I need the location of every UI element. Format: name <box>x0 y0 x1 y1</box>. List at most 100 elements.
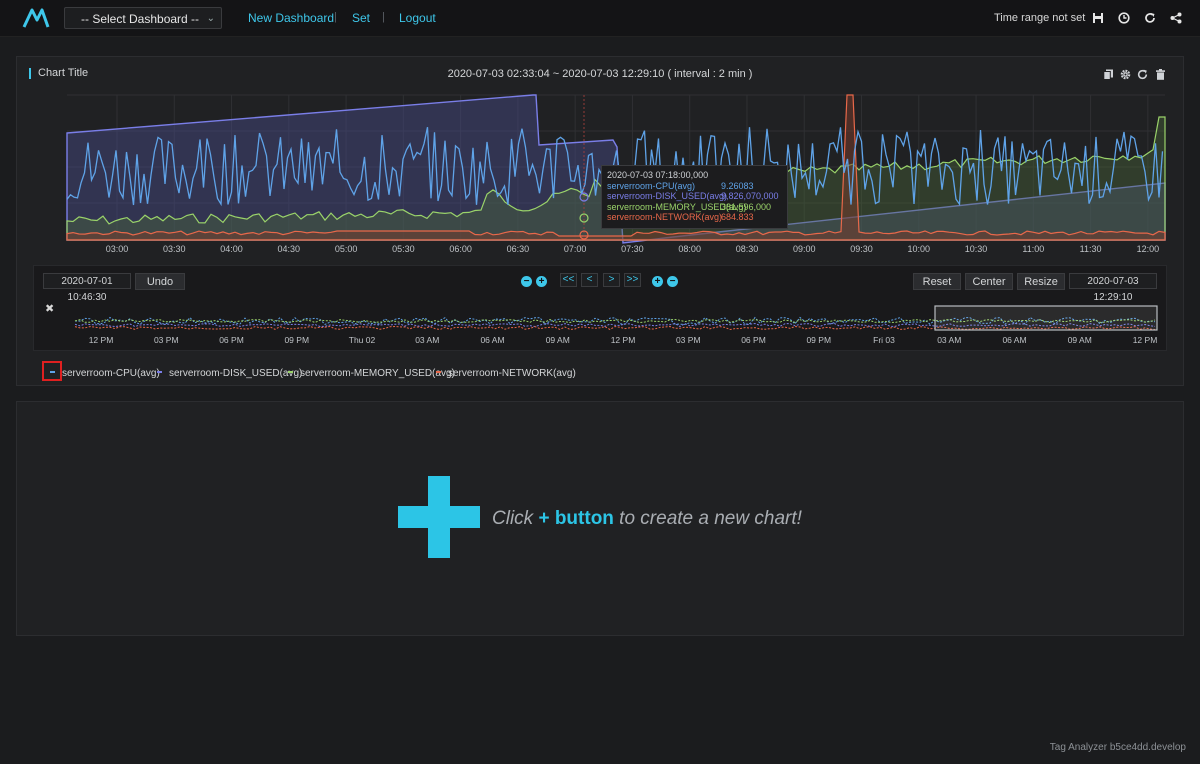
x-axis: 03:00 03:30 04:00 04:30 05:00 05:30 06:00 06:30… <box>106 244 1159 254</box>
nav-separator: | <box>334 11 337 23</box>
x-tick-label: 11:30 <box>1080 244 1102 254</box>
legend-item-network[interactable]: serverroom-NETWORK(avg) <box>448 368 576 379</box>
resize-button[interactable]: Resize <box>1017 273 1065 290</box>
x-tick-label: 06:30 <box>507 244 530 254</box>
new-chart-panel <box>16 401 1184 636</box>
navigator-tick-label: 06 AM <box>1002 335 1026 345</box>
navigator-selection-window[interactable] <box>934 305 1158 331</box>
x-tick-label: 08:00 <box>678 244 701 254</box>
prev-button[interactable]: < <box>581 273 598 287</box>
x-tick-label: 08:30 <box>736 244 759 254</box>
tooltip-series-name: serverroom-DISK_USED(avg) <box>607 191 728 201</box>
create-chart-hint: Click + button to create a new chart! <box>492 508 802 530</box>
tooltip-series-value: 9.26083 <box>721 180 754 191</box>
disk-used-hover-marker <box>579 192 589 202</box>
navigator-tick-label: 06 AM <box>480 335 504 345</box>
chevron-down-icon: ⌄ <box>206 13 215 24</box>
highlighted-legend-toggle[interactable] <box>42 361 62 381</box>
x-tick-label: 03:00 <box>106 244 129 254</box>
navigator-start-time: 2020-07-01 10:46:30 <box>43 273 131 303</box>
tooltip-series-value: 684.833 <box>721 212 754 222</box>
tooltip-row-memory: serverroom-MEMORY_USED(avg) 381,596,000 <box>607 202 782 213</box>
reset-button[interactable]: Reset <box>913 273 961 290</box>
memory-used-hover-marker <box>579 213 589 223</box>
set-link[interactable]: Set <box>352 11 371 25</box>
logo-icon[interactable] <box>22 7 50 29</box>
navigator-tick-label: 12 PM <box>89 335 114 345</box>
top-bar: -- Select Dashboard -- ⌄ New Dashboard |… <box>0 0 1200 37</box>
version-footer: Tag Analyzer b5ce4dd.develop <box>1049 742 1186 753</box>
tooltip-series-name: serverroom-MEMORY_USED(avg) <box>607 201 747 212</box>
legend-color-memory <box>288 371 293 373</box>
logout-link[interactable]: Logout <box>399 11 436 25</box>
navigator-series <box>74 316 1156 331</box>
navigator-tick-label: 09 PM <box>806 335 831 345</box>
dashboard-select[interactable]: -- Select Dashboard -- ⌄ <box>64 7 222 29</box>
hint-button-text: + button <box>538 508 614 529</box>
x-tick-label: 10:30 <box>965 244 988 254</box>
cpu-line <box>66 126 1164 207</box>
share-icon[interactable] <box>1170 12 1182 24</box>
legend-item-cpu[interactable]: serverroom-CPU(avg) <box>62 368 160 379</box>
navigator-series-line <box>74 325 1156 331</box>
clock-icon[interactable] <box>1118 12 1130 24</box>
close-icon[interactable]: ✖ <box>45 303 55 315</box>
chart-tooltip: 2020-07-03 07:18:00,000 serverroom-CPU(a… <box>601 165 788 229</box>
x-tick-label: 12:00 <box>1137 244 1160 254</box>
add-chart-plus-icon-bar[interactable] <box>398 506 480 528</box>
legend-color-network <box>436 371 441 373</box>
first-button[interactable]: << <box>560 273 577 287</box>
x-tick-label: 05:30 <box>392 244 415 254</box>
legend-color-cpu <box>50 371 55 373</box>
last-button[interactable]: >> <box>624 273 641 287</box>
navigator-tick-label: 09 PM <box>284 335 309 345</box>
x-tick-label: 05:00 <box>335 244 358 254</box>
navigator-tick-label: 03 PM <box>676 335 701 345</box>
x-tick-label: 09:00 <box>793 244 816 254</box>
chart-time-range: 2020-07-03 02:33:04 ~ 2020-07-03 12:29:1… <box>447 68 753 80</box>
navigator-tick-label: 03 AM <box>937 335 961 345</box>
next-button[interactable]: > <box>603 273 620 287</box>
tooltip-series-value: 381,596,000 <box>721 201 772 212</box>
refresh-icon[interactable] <box>1144 12 1156 24</box>
legend-item-memory-used[interactable]: serverroom-MEMORY_USED(avg) <box>300 368 455 379</box>
refresh-icon[interactable] <box>1137 69 1148 80</box>
center-button[interactable]: Center <box>965 273 1013 290</box>
range-zoom-out-button[interactable]: − <box>667 276 678 287</box>
navigator-tick-label: 06 PM <box>219 335 244 345</box>
navigator-tick-label: 03 PM <box>154 335 179 345</box>
hint-text: Click <box>492 508 539 529</box>
network-hover-marker <box>579 230 589 240</box>
copy-icon[interactable] <box>1103 69 1114 80</box>
zoom-out-button[interactable]: − <box>521 276 532 287</box>
zoom-in-button[interactable]: + <box>536 276 547 287</box>
x-tick-label: 04:00 <box>220 244 243 254</box>
navigator-tick-label: Thu 02 <box>349 335 376 345</box>
chart-title[interactable]: Chart Title <box>29 68 88 79</box>
nav-separator: | <box>382 11 385 23</box>
trash-icon[interactable] <box>1155 69 1166 80</box>
x-tick-label: 10:00 <box>908 244 931 254</box>
navigator-tick-label: 09 AM <box>1068 335 1092 345</box>
tooltip-series-value: 9,826,070,000 <box>721 191 779 201</box>
new-dashboard-link[interactable]: New Dashboard <box>248 11 335 25</box>
dashboard-select-value: -- Select Dashboard -- <box>81 12 200 26</box>
x-tick-label: 09:30 <box>850 244 873 254</box>
gear-icon[interactable] <box>1120 69 1131 80</box>
navigator-x-axis: 12 PM 03 PM 06 PM 09 PM Thu 02 03 AM 06 AM 09 A… <box>89 335 1158 345</box>
legend-item-disk-used[interactable]: serverroom-DISK_USED(avg) <box>169 368 303 379</box>
range-zoom-in-button[interactable]: + <box>652 276 663 287</box>
navigator-tick-label: 06 PM <box>741 335 766 345</box>
navigator-tick-label: 09 AM <box>546 335 570 345</box>
x-tick-label: 07:30 <box>621 244 644 254</box>
undo-button[interactable]: Undo <box>135 273 185 290</box>
navigator-series-line <box>74 318 1156 324</box>
save-icon[interactable] <box>1092 12 1104 24</box>
time-range-label[interactable]: Time range not set <box>994 12 1086 24</box>
navigator-tick-label: Fri 03 <box>873 335 895 345</box>
tooltip-row-disk: serverroom-DISK_USED(avg) 9,826,070,000 <box>607 191 782 202</box>
x-tick-label: 06:00 <box>449 244 472 254</box>
x-tick-label: 07:00 <box>564 244 587 254</box>
navigator-tick-label: 12 PM <box>1133 335 1158 345</box>
navigator-chart[interactable]: 12 PM 03 PM 06 PM 09 PM Thu 02 03 AM 06 AM 09 A… <box>57 299 1159 345</box>
